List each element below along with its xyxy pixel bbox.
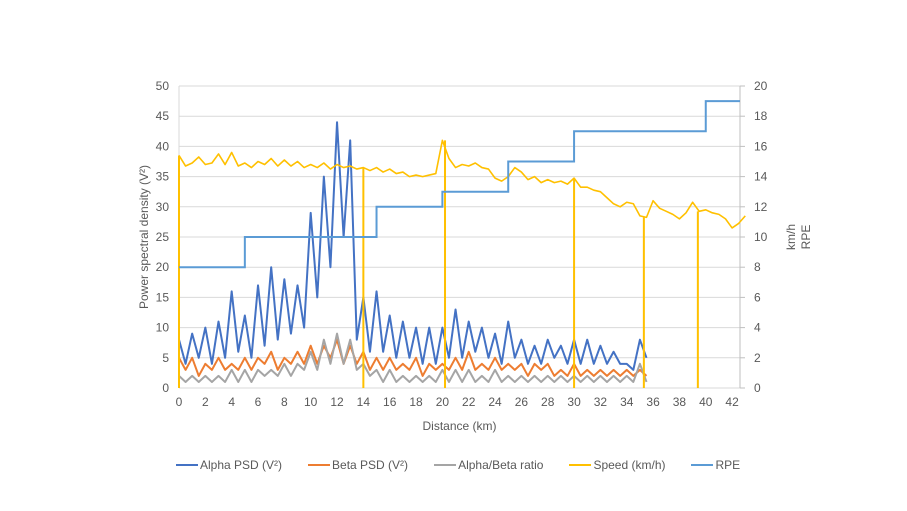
legend-label: Speed (km/h): [593, 458, 666, 472]
y2-tick-label: 14: [754, 170, 768, 184]
x-tick-label: 28: [541, 395, 555, 409]
legend-swatch: [308, 464, 331, 466]
x-tick-label: 6: [255, 395, 262, 409]
legend-swatch: [569, 464, 592, 466]
x-tick-label: 40: [699, 395, 713, 409]
y-axis-title: Power spectral density (V²): [137, 165, 151, 309]
x-tick-label: 12: [330, 395, 344, 409]
y2-axis-title-speed: km/h: [784, 224, 798, 250]
y2-tick-label: 16: [754, 139, 768, 153]
y-tick-label: 50: [156, 79, 170, 93]
y-tick-label: 40: [156, 139, 170, 153]
y2-tick-label: 20: [754, 79, 768, 93]
y2-axis-title-rpe: RPE: [799, 225, 813, 250]
y-tick-label: 0: [162, 381, 169, 395]
y-tick-label: 15: [156, 290, 170, 304]
y2-tick-label: 12: [754, 200, 768, 214]
legend-label: Beta PSD (V²): [332, 458, 409, 472]
y2-tick-label: 2: [754, 351, 761, 365]
ratio-line: [178, 332, 648, 383]
legend-label: Alpha PSD (V²): [200, 458, 283, 472]
legend-swatch: [691, 464, 714, 466]
x-tick-label: 24: [488, 395, 502, 409]
x-tick-label: 30: [567, 395, 581, 409]
y-tick-label: 35: [156, 170, 170, 184]
x-tick-label: 2: [202, 395, 209, 409]
x-tick-label: 38: [673, 395, 687, 409]
y-tick-label: 25: [156, 230, 170, 244]
x-tick-label: 42: [725, 395, 739, 409]
x-tick-label: 22: [462, 395, 476, 409]
y-tick-label: 5: [162, 351, 169, 365]
legend-item: RPE: [691, 458, 740, 472]
legend: Alpha PSD (V²) Beta PSD (V²) Alpha/Beta ra…: [176, 458, 740, 472]
x-tick-label: 16: [383, 395, 397, 409]
legend-swatch: [434, 464, 457, 466]
y-tick-label: 10: [156, 321, 170, 335]
legend-label: Alpha/Beta ratio: [458, 458, 544, 472]
x-tick-label: 18: [409, 395, 423, 409]
x-axis-title: Distance (km): [422, 419, 496, 433]
y2-tick-label: 0: [754, 381, 761, 395]
speed-line: [178, 139, 746, 229]
legend-swatch: [176, 464, 198, 466]
x-tick-label: 32: [594, 395, 608, 409]
y-tick-label: 45: [156, 109, 170, 123]
x-tick-label: 0: [176, 395, 183, 409]
y2-tick-label: 8: [754, 260, 761, 274]
x-tick-label: 8: [281, 395, 288, 409]
legend-item: Beta PSD (V²): [308, 458, 408, 472]
x-tick-label: 20: [436, 395, 450, 409]
y-tick-label: 20: [156, 260, 170, 274]
legend-item: Speed (km/h): [569, 458, 665, 472]
x-tick-label: 4: [228, 395, 235, 409]
beta-psd-line: [178, 338, 648, 377]
y-tick-label: 30: [156, 200, 170, 214]
x-tick-label: 34: [620, 395, 634, 409]
x-tick-label: 14: [357, 395, 371, 409]
x-tick-label: 26: [515, 395, 529, 409]
x-tick-label: 36: [646, 395, 660, 409]
y2-tick-label: 4: [754, 321, 761, 335]
x-tick-label: 10: [304, 395, 318, 409]
legend-item: Alpha PSD (V²): [176, 458, 282, 472]
legend-item: Alpha/Beta ratio: [434, 458, 543, 472]
y2-tick-label: 10: [754, 230, 768, 244]
legend-label: RPE: [715, 458, 741, 472]
y2-tick-label: 6: [754, 290, 761, 304]
rpe-line: [179, 100, 740, 269]
y2-tick-label: 18: [754, 109, 768, 123]
alpha-psd-line: [178, 121, 648, 371]
